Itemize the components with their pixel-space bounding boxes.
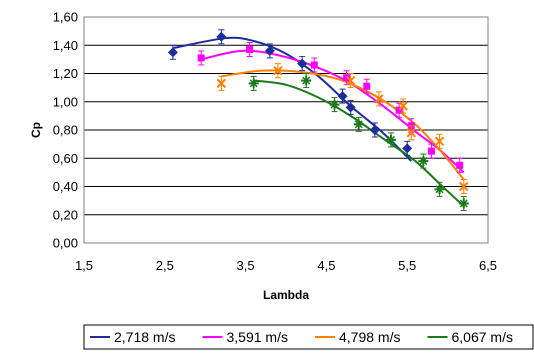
data-point-series-1 — [297, 56, 308, 72]
data-point-series-4 — [353, 116, 364, 132]
data-point-series-1 — [264, 43, 275, 59]
data-point-series-1 — [167, 44, 178, 60]
data-point-series-4 — [418, 153, 429, 169]
fit-line-series-4 — [253, 79, 465, 208]
data-point-series-1 — [369, 122, 380, 138]
data-point-series-2 — [427, 143, 435, 159]
data-point-series-3 — [216, 75, 227, 91]
data-point-series-1 — [402, 140, 413, 156]
y-tick-label: 0,20 — [53, 207, 78, 222]
fit-line-series-3 — [221, 69, 465, 181]
data-point-series-4 — [301, 73, 312, 89]
data-points — [167, 29, 469, 211]
data-point-series-1 — [337, 88, 348, 104]
data-point-series-4 — [329, 97, 340, 113]
y-tick-label: 1,40 — [53, 38, 78, 53]
data-point-series-1 — [216, 29, 227, 45]
data-point-series-1 — [345, 99, 356, 115]
data-point-series-3 — [374, 91, 384, 107]
y-tick-label: 0,40 — [53, 179, 78, 194]
data-point-series-4 — [434, 181, 445, 197]
data-point-series-2 — [197, 50, 205, 66]
y-axis-title: Cp — [29, 122, 43, 138]
x-tick-label: 4,5 — [317, 258, 335, 273]
legend-label: 2,718 m/s — [114, 329, 175, 345]
legend-label: 6,067 m/s — [452, 329, 513, 345]
gridlines — [84, 16, 488, 244]
data-point-series-3 — [406, 125, 416, 141]
y-tick-label: 0,80 — [53, 123, 78, 138]
data-point-series-4 — [458, 195, 469, 211]
data-point-series-3 — [434, 133, 445, 149]
y-tick-label: 1,20 — [53, 66, 78, 81]
data-point-series-4 — [248, 75, 259, 91]
fit-curves — [172, 36, 465, 208]
x-tick-labels: 1,5 2,5 3,5 4,5 5,5 6,5 — [75, 258, 497, 273]
legend: 2,718 m/s 3,591 m/s 4,798 m/s 6,067 m/s — [83, 324, 534, 350]
data-point-series-3 — [459, 179, 469, 194]
data-point-series-4 — [386, 132, 397, 148]
y-tick-label: 1,60 — [53, 10, 78, 25]
data-point-series-2 — [363, 78, 371, 94]
x-tick-label: 5,5 — [398, 258, 416, 273]
data-point-series-3 — [398, 98, 408, 114]
plot-frame — [83, 16, 489, 244]
x-tick-label: 1,5 — [75, 258, 93, 273]
legend-label: 3,591 m/s — [227, 329, 288, 345]
legend-label: 4,798 m/s — [339, 329, 400, 345]
y-tick-label: 1,00 — [53, 94, 78, 109]
x-axis-title: Lambda — [263, 288, 309, 302]
y-tick-label: 0,60 — [53, 151, 78, 166]
x-tick-label: 3,5 — [237, 258, 255, 273]
data-point-series-2 — [456, 157, 464, 173]
data-point-series-2 — [310, 57, 318, 73]
y-tick-labels: 0,00 0,20 0,40 0,60 0,80 1,00 1,20 1,40 1,60 — [53, 10, 78, 251]
y-tick-label: 0,00 — [53, 236, 78, 251]
x-tick-label: 2,5 — [156, 258, 174, 273]
data-point-series-3 — [345, 73, 356, 89]
data-point-series-2 — [246, 41, 254, 57]
x-tick-label: 6,5 — [479, 258, 497, 273]
legend-box — [83, 324, 534, 350]
data-point-series-3 — [273, 63, 283, 79]
